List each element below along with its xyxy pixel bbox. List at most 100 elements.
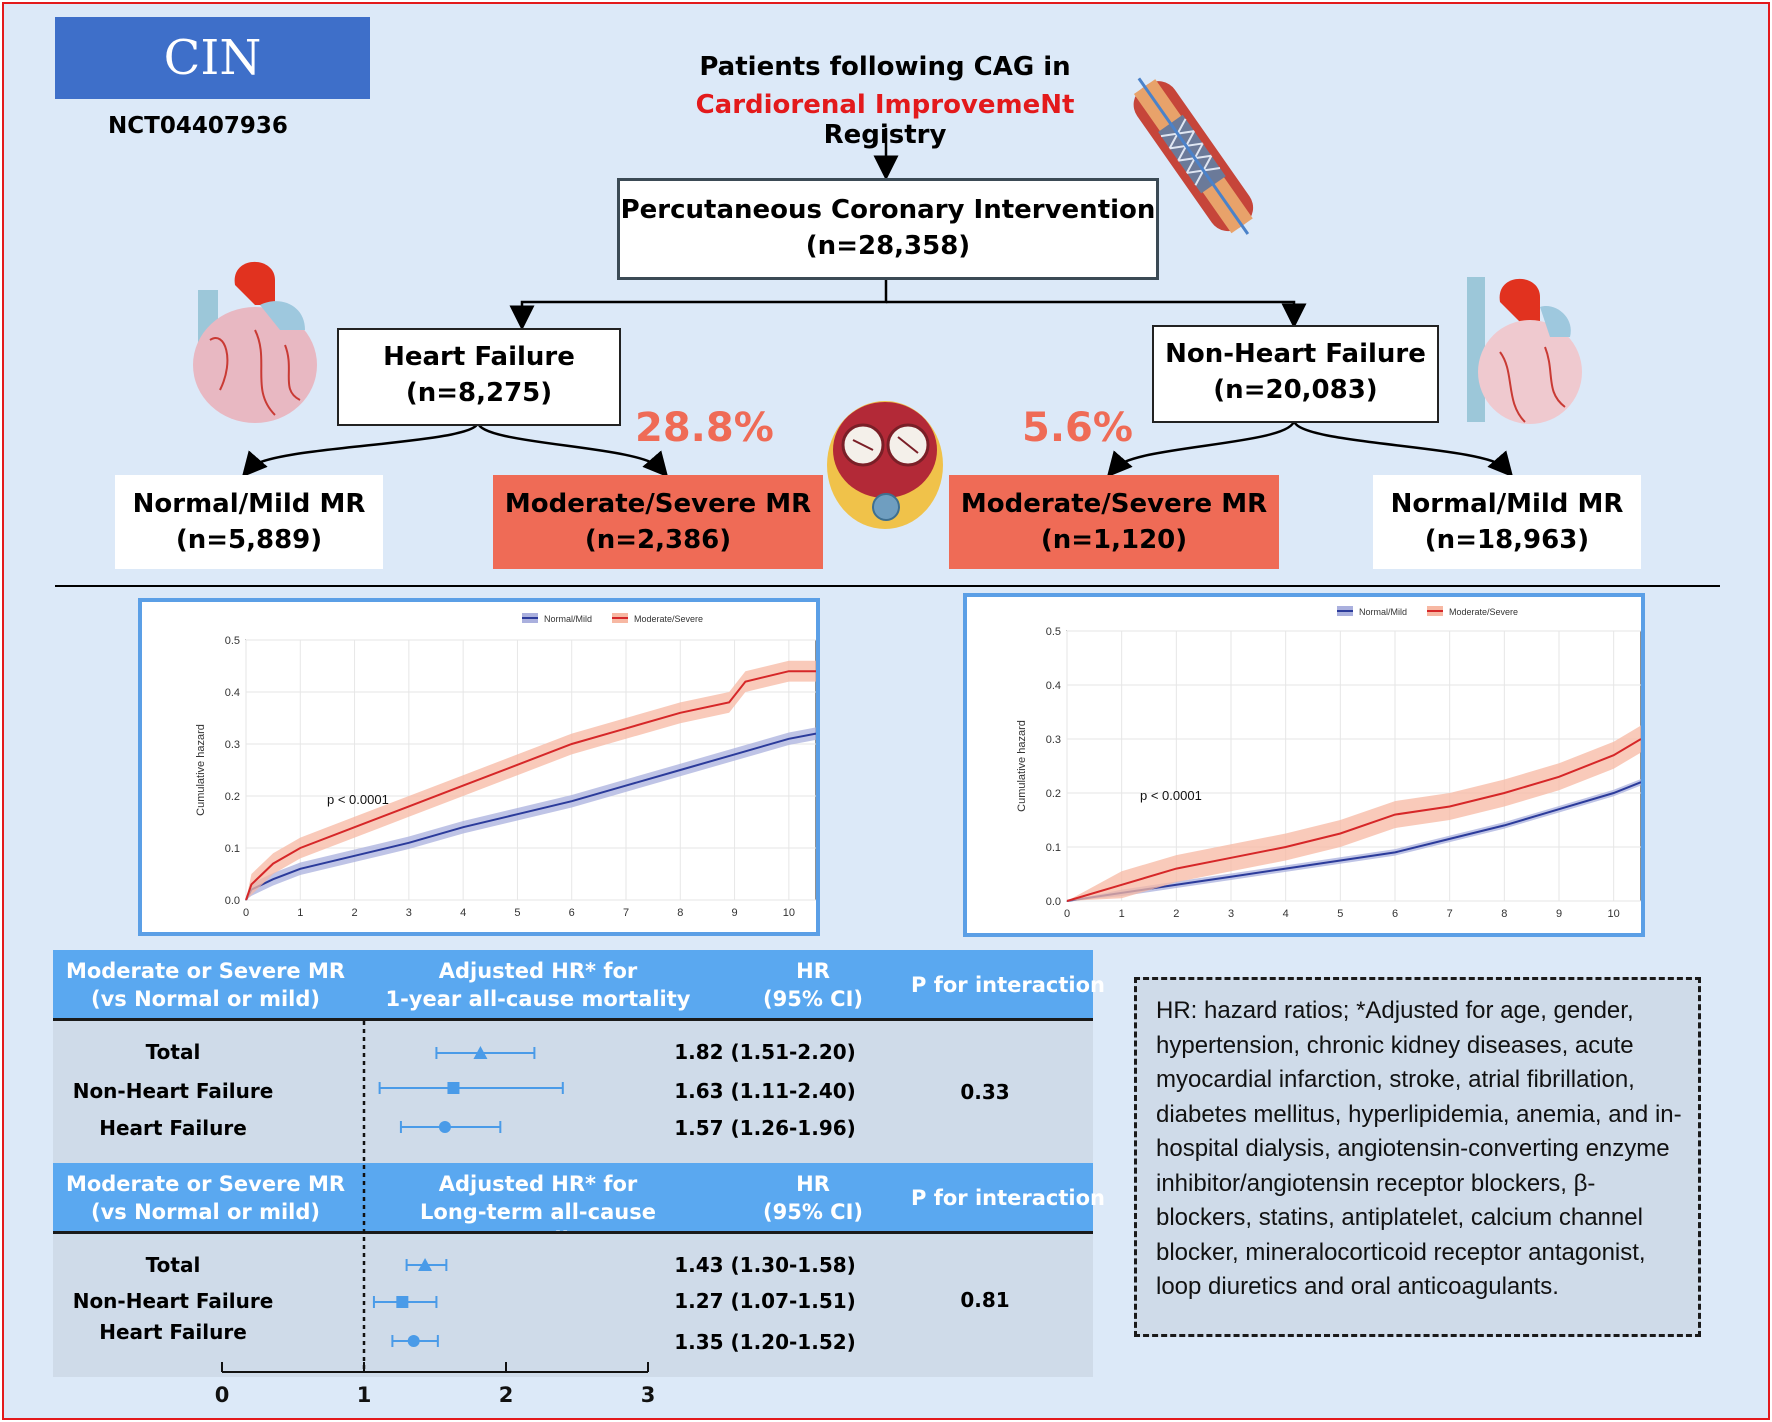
y-tick-label: 0.4 [1046,680,1061,692]
s1-row2-label: Non-Heart Failure [72,1079,274,1103]
y-tick-label: 0.1 [1046,842,1061,854]
hf-normal-label: Normal/Mild MR [132,489,366,519]
hf-normal-n: (n=5,889) [175,525,323,555]
ci-band-0 [246,727,816,900]
y-tick-label: 0.0 [1046,896,1061,908]
ci-band-1 [1067,725,1641,901]
series-line-0 [1066,781,1641,902]
x-tick-label: 6 [569,907,575,919]
nhf-normal-n: (n=18,963) [1424,525,1590,555]
header2-col4: P for interaction [911,1186,1105,1210]
legend-label-1: Moderate/Severe [1449,607,1518,617]
forest-body-1 [53,1021,1093,1163]
km-chart-hf: 0 1 2 3 4 5 6 7 8 9 10 0.0 0.1 0.2 0.3 0.4 0.5 Cumulative… [138,598,820,936]
nhf-percentage: 5.6% [1022,405,1133,451]
x-tick-label: 7 [623,907,629,919]
forest-axis-tick-label: 2 [499,1383,514,1407]
y-tick-label: 0.1 [225,843,240,855]
x-tick-label: 5 [514,907,520,919]
footnote-text: HR: hazard ratios; *Adjusted for age, ge… [1156,997,1682,1300]
s1-row2-hr: 1.63 (1.11-2.40) [674,1079,856,1103]
pci-box: Percutaneous Coronary Intervention (n=28… [617,178,1159,280]
hf-moderate-n: (n=2,386) [584,525,732,555]
p-value-annotation: p < 0.0001 [1140,788,1202,803]
nhf-normal-label: Normal/Mild MR [1390,489,1624,519]
hf-box: Heart Failure (n=8,275) [337,328,621,426]
hf-moderate-box: Moderate/Severe MR (n=2,386) [493,475,823,569]
s1-p-interaction: 0.33 [960,1080,1010,1104]
s2-row3-hr: 1.35 (1.20-1.52) [674,1330,856,1354]
x-tick-label: 2 [352,907,358,919]
header1-col1: Moderate or Severe MR (vs Normal or mild… [65,959,346,1011]
s2-row1-label: Total [145,1253,201,1277]
series-line-1 [245,670,816,901]
y-tick-label: 0.3 [1046,734,1061,746]
km-chart-nhf-svg: 0 1 2 3 4 5 6 7 8 9 10 0.0 0.1 0.2 0.3 0.4 0.5 Cumulative… [1016,606,1641,920]
forest-header-1: Moderate or Severe MR (vs Normal or mild… [53,950,1105,1018]
nhf-moderate-box: Moderate/Severe MR (n=1,120) [949,475,1279,569]
legend-label-0: Normal/Mild [544,614,592,624]
s2-row2-label: Non-Heart Failure [72,1289,274,1313]
heart-illustration-left [193,261,317,423]
y-axis-label: Cumulative hazard [195,724,207,816]
x-tick-label: 3 [1228,908,1234,920]
x-tick-label: 8 [677,907,683,919]
legend-label-1: Moderate/Severe [634,614,703,624]
forest-axis-tick-label: 0 [215,1383,230,1407]
header1-col4: P for interaction [911,973,1105,997]
s1-row1-label: Total [145,1040,201,1064]
hr-point-s1-2 [438,1121,451,1133]
hf-percentage: 28.8% [635,405,774,451]
x-tick-label: 8 [1501,908,1507,920]
valve-illustration [827,401,943,529]
header2-col1: Moderate or Severe MR (vs Normal or mild… [65,1172,346,1224]
x-tick-label: 4 [1283,908,1289,920]
forest-axis-tick-label: 3 [641,1383,656,1407]
header2-col3: HR (95% CI) [763,1172,863,1224]
x-tick-label: 2 [1173,908,1179,920]
s1-row3-hr: 1.57 (1.26-1.96) [674,1116,856,1140]
hr-point-s1-0 [473,1046,488,1059]
pci-label: Percutaneous Coronary Intervention [620,195,1156,225]
y-tick-label: 0.2 [1046,788,1061,800]
flow-connectors [55,128,1720,587]
y-tick-label: 0.3 [225,739,240,751]
heart-illustration-right [1467,277,1582,424]
hr-point-s2-2 [407,1335,420,1347]
y-tick-label: 0.2 [225,791,240,803]
hf-label: Heart Failure [383,342,575,372]
hf-normal-box: Normal/Mild MR (n=5,889) [115,475,383,569]
x-tick-label: 9 [732,907,738,919]
x-tick-label: 7 [1447,908,1453,920]
registry-name: Cardiorenal ImprovemeNt [695,90,1075,120]
x-tick-label: 10 [1608,908,1620,920]
km-chart-hf-svg: 0 1 2 3 4 5 6 7 8 9 10 0.0 0.1 0.2 0.3 0.4 0.5 Cumulative… [195,613,816,919]
cin-logo-text: CIN [163,30,262,86]
x-tick-label: 10 [783,907,795,919]
title-line1: Patients following CAG in [699,52,1071,82]
s1-row1-hr: 1.82 (1.51-2.20) [674,1040,856,1064]
x-tick-label: 1 [297,907,303,919]
s2-row2-hr: 1.27 (1.07-1.51) [674,1289,856,1313]
x-tick-label: 0 [243,907,249,919]
forest-body-2 [53,1234,1093,1377]
y-tick-label: 0.0 [225,895,240,907]
series-line-0 [245,732,816,901]
s1-row3-label: Heart Failure [99,1116,247,1140]
x-tick-label: 1 [1119,908,1125,920]
trial-id: NCT04407936 [108,113,288,139]
p-value-annotation: p < 0.0001 [327,792,389,807]
nhf-label: Non-Heart Failure [1165,339,1426,369]
y-tick-label: 0.5 [1046,626,1061,638]
header1-col3: HR (95% CI) [763,959,863,1011]
cin-logo: CIN [55,17,370,99]
hf-moderate-label: Moderate/Severe MR [504,489,812,519]
hr-point-s2-0 [418,1258,433,1271]
x-tick-label: 5 [1337,908,1343,920]
nhf-n: (n=20,083) [1213,375,1378,405]
s2-row1-hr: 1.43 (1.30-1.58) [674,1253,856,1277]
series-line-1 [1066,738,1641,902]
ci-band-1 [246,660,816,900]
hf-n: (n=8,275) [405,378,553,408]
